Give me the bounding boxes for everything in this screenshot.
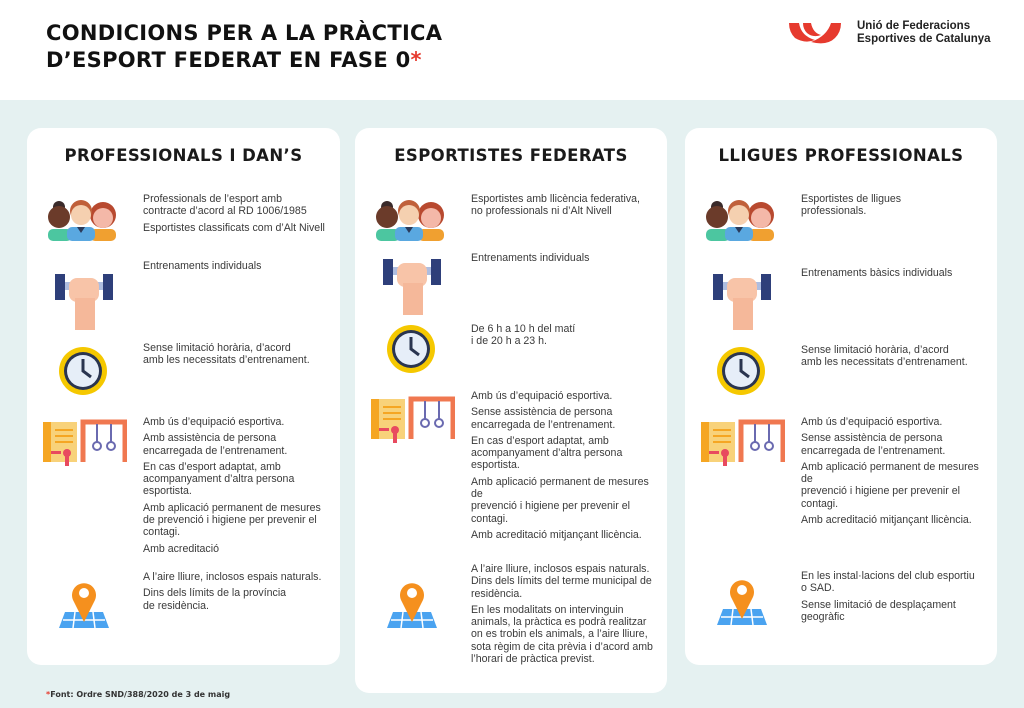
- condition-text: En les modalitats on intervinguin animal…: [471, 603, 653, 666]
- header: CONDICIONS PER A LA PRÀCTICA D’ESPORT FE…: [0, 0, 1024, 100]
- condition-text: Esportistes de lligues professionals.: [801, 193, 902, 218]
- condition-text: Amb ús d’equipació esportiva.: [801, 416, 943, 428]
- card-lligues: LLIGUES PROFESSIONALS Esportistes de llig…: [685, 128, 997, 665]
- card-title: ESPORTISTES FEDERATS: [394, 146, 628, 165]
- condition-text: Amb ús d’equipació esportiva.: [143, 416, 285, 428]
- ufec-logo-icon: [789, 23, 841, 44]
- condition-text: Amb acreditació mitjançant llicència.: [471, 528, 642, 541]
- logo-text-line-1: Unió de Federacions: [857, 20, 971, 32]
- footnote-text: Font: Ordre SND/388/2020 de 3 de maig: [50, 690, 231, 699]
- condition-text: A l’aire lliure, inclosos espais natural…: [143, 571, 322, 583]
- equipment-icon: [369, 395, 456, 455]
- source-footnote: *Font: Ordre SND/388/2020 de 3 de maig: [46, 690, 230, 699]
- condition-text: Professionals de l’esport amb contracte …: [143, 193, 307, 218]
- condition-text: Entrenaments individuals: [471, 252, 590, 264]
- title-line-2: D’ESPORT FEDERAT EN FASE 0: [46, 48, 411, 72]
- condition-text: Esportistes amb llicència federativa, no…: [471, 193, 640, 218]
- condition-text: En les instal·lacions del club esportiu …: [801, 570, 975, 595]
- logo-text-line-2: Esportives de Catalunya: [857, 33, 991, 45]
- condition-text: Entrenaments bàsics individuals: [801, 267, 953, 279]
- dumbbell-hand-icon: [369, 255, 455, 315]
- condition-text: En cas d’esport adaptat, amb acompanyame…: [471, 434, 623, 472]
- page-title: CONDICIONS PER A LA PRÀCTICA D’ESPORT FE…: [46, 20, 442, 74]
- card-professionals: PROFESSIONALS I DAN’S Professionals de l’…: [27, 128, 340, 665]
- condition-text: Sense limitació de desplaçament geogràfi…: [801, 598, 956, 623]
- condition-text: Amb aplicació permanent de mesures de pr…: [801, 460, 979, 510]
- condition-text: A l’aire lliure, inclosos espais natural…: [471, 563, 652, 600]
- equipment-icon: [699, 418, 786, 478]
- clock-icon: [699, 345, 785, 405]
- condition-text: Sense assistència de persona encarregada…: [801, 432, 946, 457]
- condition-text: Esportistes classificats com d’Alt Nivel…: [143, 221, 325, 234]
- footnote-asterisk: *: [46, 690, 51, 699]
- map-pin-icon: [369, 578, 455, 638]
- people-icon: [699, 193, 785, 253]
- people-icon: [369, 193, 455, 253]
- condition-text: En cas d’esport adaptat, amb acompanyame…: [143, 460, 295, 498]
- map-pin-icon: [41, 578, 127, 638]
- ufec-logo: Unió de Federacions Esportives de Catalu…: [787, 20, 991, 46]
- people-icon: [41, 193, 127, 253]
- card-title: LLIGUES PROFESSIONALS: [718, 146, 964, 165]
- card-federats: ESPORTISTES FEDERATS Esportistes amb llic…: [355, 128, 667, 693]
- title-asterisk: *: [410, 48, 422, 72]
- condition-text: Amb ús d’equipació esportiva.: [471, 390, 613, 402]
- clock-icon: [369, 323, 455, 383]
- condition-text: Entrenaments individuals: [143, 260, 262, 272]
- condition-text: Dins dels límits de la província de resi…: [143, 587, 287, 612]
- condition-text: Amb aplicació permanent de mesures de pr…: [471, 475, 649, 525]
- condition-text: Sense assistència de persona encarregada…: [471, 406, 616, 431]
- title-line-1: CONDICIONS PER A LA PRÀCTICA: [46, 21, 443, 45]
- condition-text: Sense limitació horària, d’acord amb les…: [143, 342, 310, 367]
- condition-text: Amb acreditació mitjançant llicència.: [801, 514, 972, 527]
- condition-text: Amb aplicació permanent de mesures de pr…: [143, 501, 321, 539]
- dumbbell-hand-icon: [699, 270, 785, 330]
- condition-text: Amb acreditació: [143, 542, 219, 555]
- condition-text: De 6 h a 10 h del matí i de 20 h a 23 h.: [471, 323, 576, 348]
- map-pin-icon: [699, 575, 785, 635]
- card-title: PROFESSIONALS I DAN’S: [64, 146, 303, 165]
- dumbbell-hand-icon: [41, 270, 127, 330]
- condition-text: Amb assistència de persona encarregada d…: [143, 432, 288, 457]
- clock-icon: [41, 345, 127, 405]
- condition-text: Sense limitació horària, d’acord amb les…: [801, 344, 968, 369]
- equipment-icon: [41, 418, 128, 478]
